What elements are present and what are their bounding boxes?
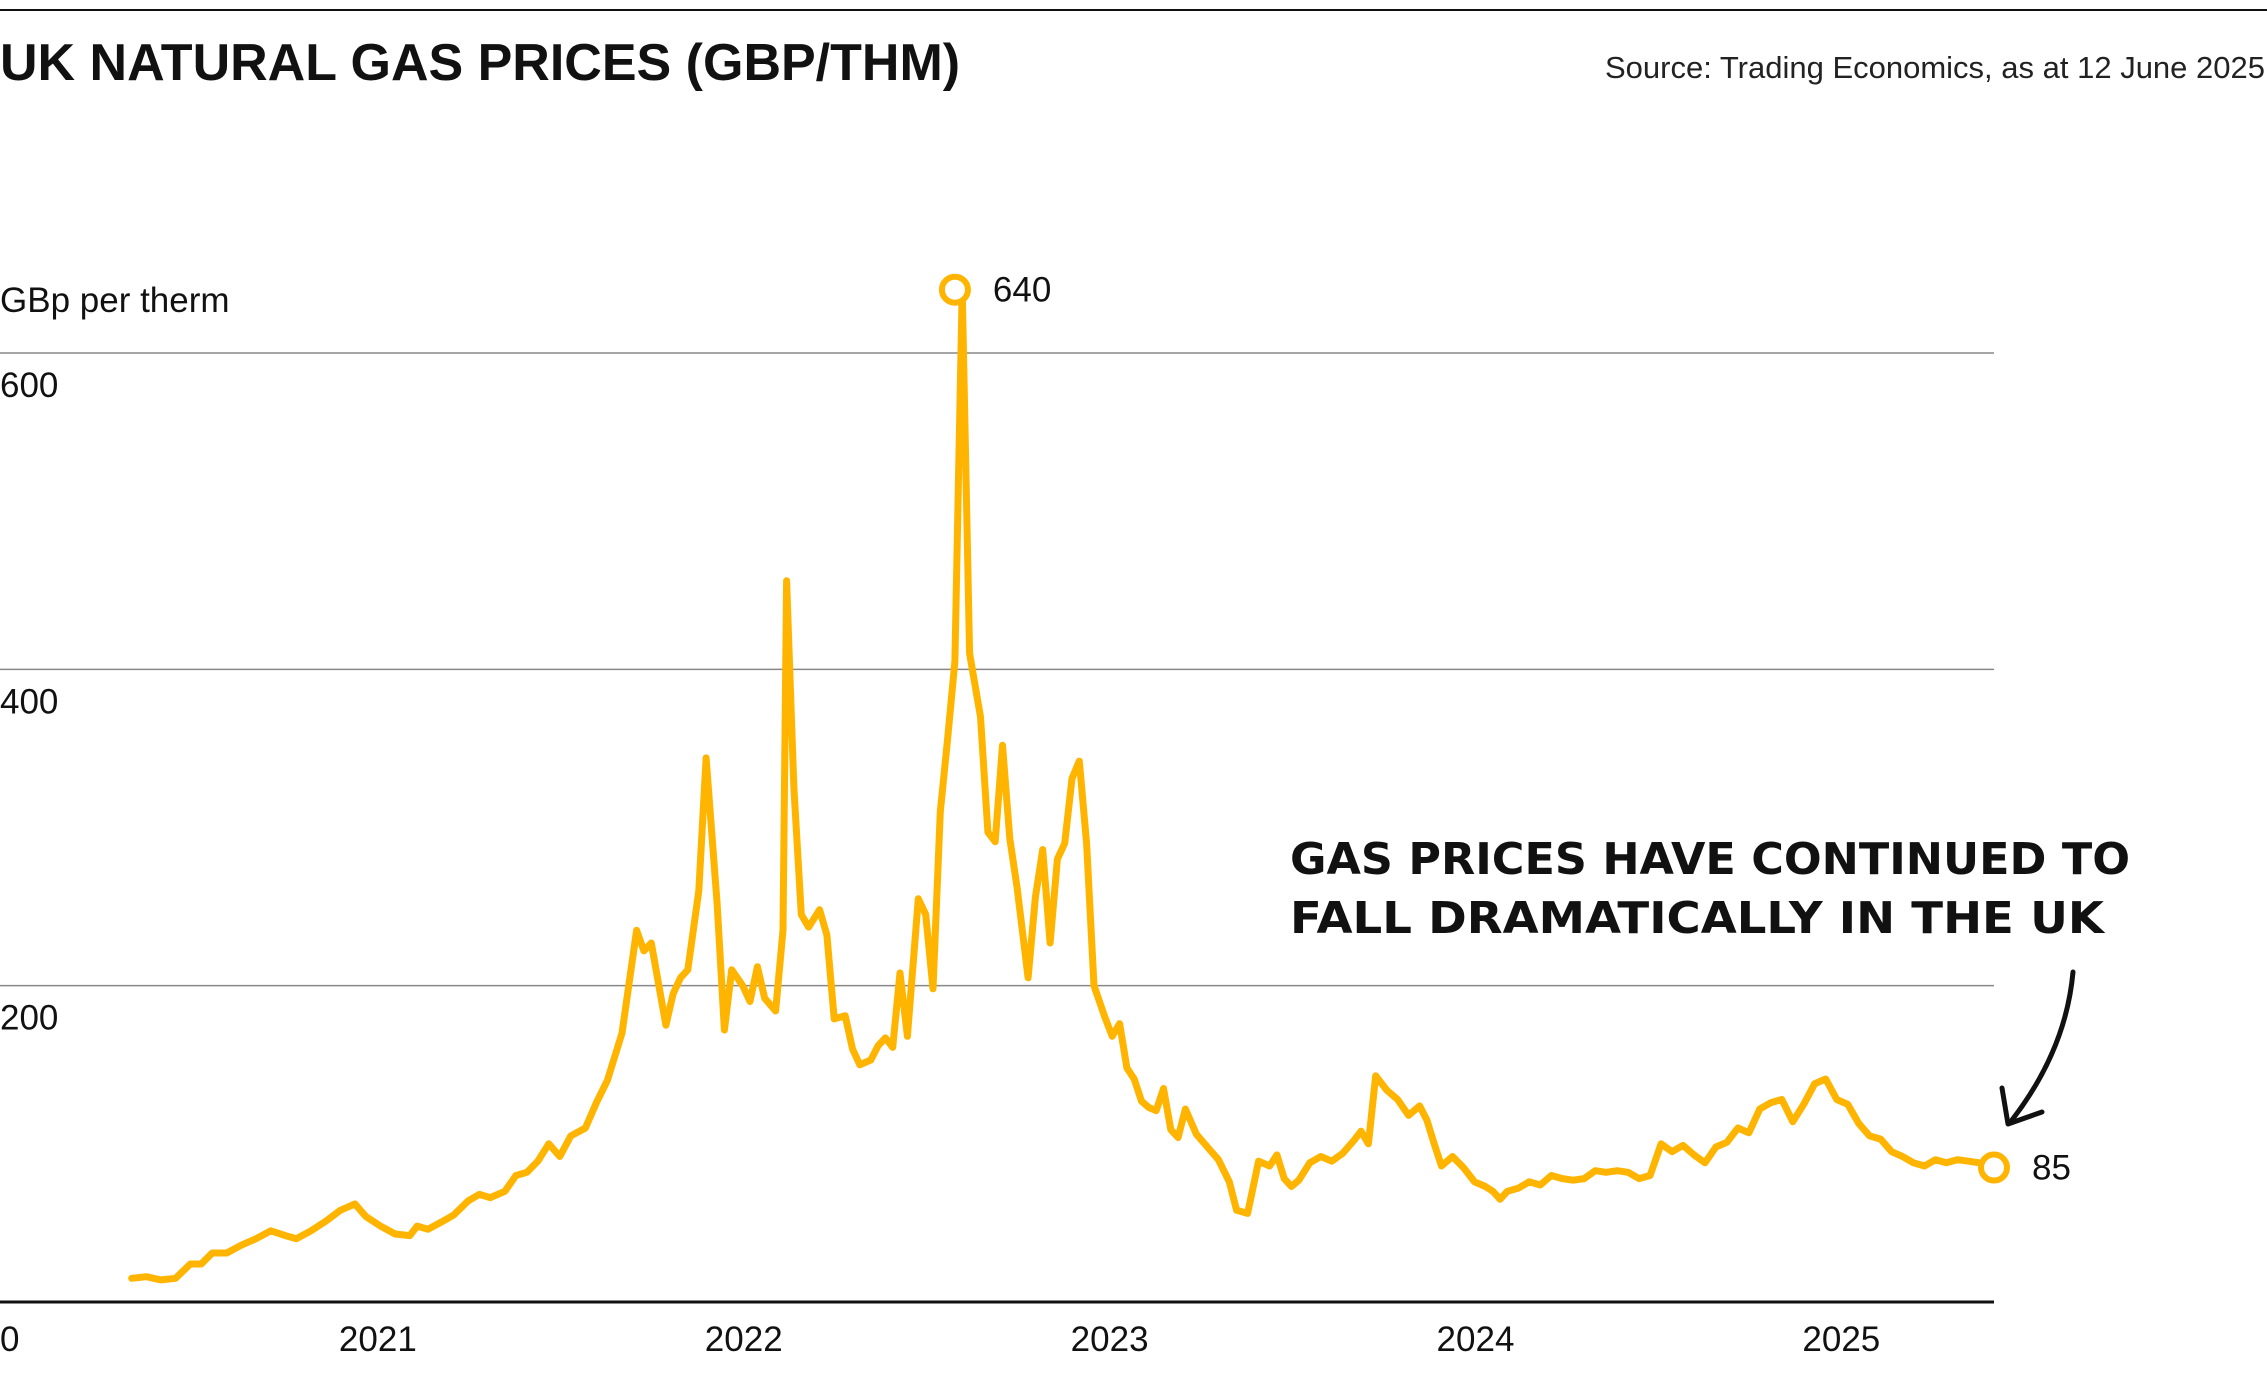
callout-label-85: 85 [2032, 1149, 2071, 1188]
x-tick-label-2023: 2023 [1071, 1320, 1149, 1359]
x-tick-label-2021: 2021 [339, 1320, 417, 1359]
y-tick-label: 400 [0, 682, 58, 721]
chart-title: UK NATURAL GAS PRICES (GBP/THM) [0, 34, 960, 92]
series-line-gas-price [128, 286, 1998, 1284]
y-axis-label: GBp per therm [0, 281, 230, 320]
annotation-line-2: FALL DRAMATICALLY IN THE UK [1290, 893, 2106, 944]
y-tick-label: 0 [0, 1320, 19, 1359]
y-tick-label: 600 [0, 366, 58, 405]
x-tick-label-2024: 2024 [1437, 1320, 1515, 1359]
annotation-line-1: GAS PRICES HAVE CONTINUED TO [1290, 834, 2130, 885]
y-tick-labels: 0 200 400 600 [0, 366, 58, 1359]
x-tick-label-2025: 2025 [1802, 1320, 1880, 1359]
source-text: Source: Trading Economics, as at 12 June… [1605, 50, 2265, 85]
callout-label-640: 640 [993, 271, 1051, 310]
callout-marker-85 [1978, 1151, 2010, 1184]
callouts: 640 85 [938, 271, 2071, 1188]
callout-marker-640 [938, 273, 971, 306]
gridlines [0, 352, 1994, 987]
annotation-arrow [2009, 969, 2076, 1123]
x-tick-label-2022: 2022 [705, 1320, 783, 1359]
y-tick-label: 200 [0, 999, 58, 1038]
x-tick-labels: 2021 2022 2023 2024 2025 [339, 1320, 1880, 1359]
annotation-arrowhead [1999, 1085, 2045, 1127]
